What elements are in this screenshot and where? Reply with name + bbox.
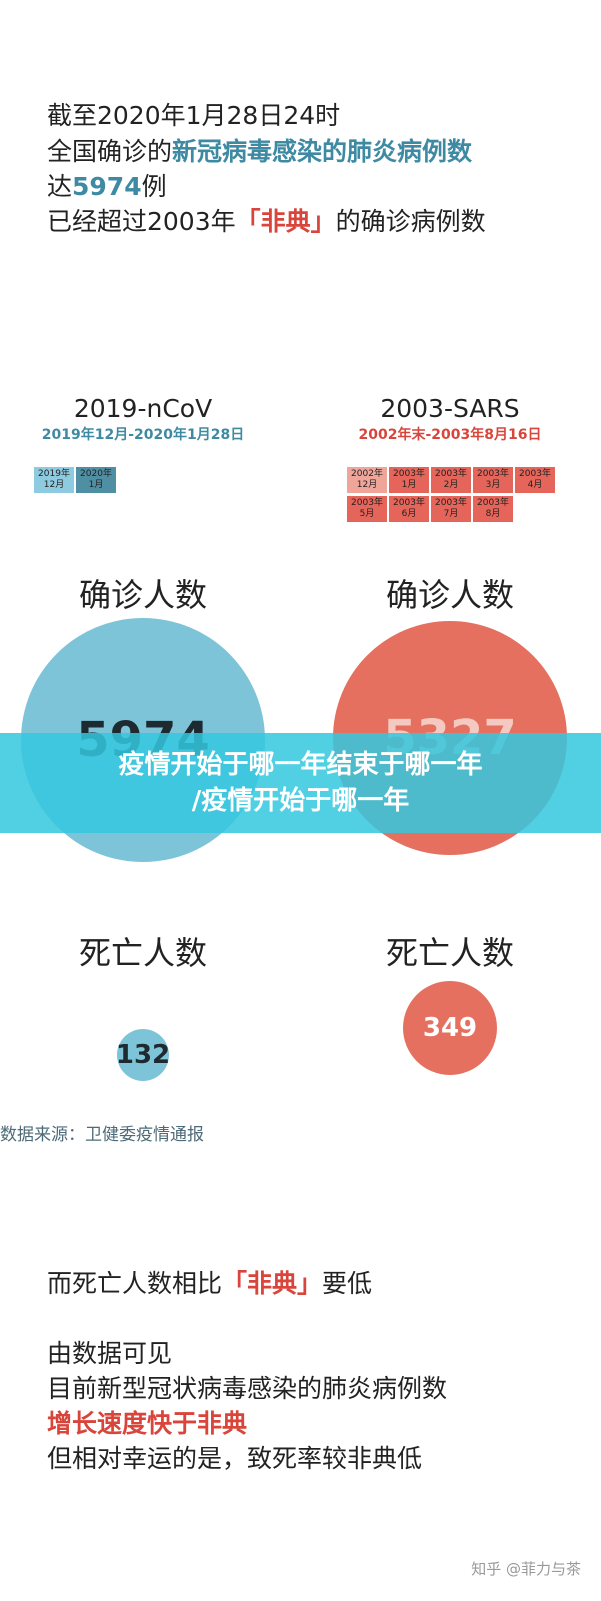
month-box: 2003年 3月 (472, 466, 514, 494)
column-title: 2019-nCoV (73, 394, 213, 423)
month-name: 5月 (359, 509, 375, 519)
intro-line: 全国确诊的新冠病毒感染的肺炎病例数 (47, 132, 472, 168)
month-year: 2019年 (38, 469, 70, 479)
deaths-label: 死亡人数 (78, 934, 208, 972)
conclusion-line: 增长速度快于非典 (47, 1409, 248, 1438)
confirmed-label: 确诊人数 (385, 576, 515, 614)
intro-line: 已经超过2003年「非典」的确诊病例数 (47, 202, 486, 238)
month-box: 2003年 6月 (388, 495, 430, 523)
conclusion-line: 由数据可见 (47, 1339, 173, 1368)
highlight: 5974 (72, 172, 142, 201)
banner-line: 疫情开始于哪一年结束于哪一年 (118, 750, 483, 780)
month-box: 2002年 12月 (346, 466, 388, 494)
month-box: 2003年 1月 (388, 466, 430, 494)
month-year: 2002年 (351, 469, 383, 479)
month-year: 2003年 (393, 498, 425, 508)
month-name: 8月 (485, 509, 501, 519)
month-name: 6月 (401, 509, 417, 519)
month-name: 1月 (88, 480, 104, 490)
deaths-circle: 132 (116, 1029, 170, 1081)
conclusion-line: 而死亡人数相比「非典」要低 (47, 1264, 372, 1300)
text: 的确诊病例数 (335, 207, 486, 236)
month-name: 4月 (527, 480, 543, 490)
month-year: 2003年 (519, 469, 551, 479)
banner-line: /疫情开始于哪一年 (191, 786, 410, 816)
text: 已经超过2003年 (47, 207, 236, 236)
banner: 疫情开始于哪一年结束于哪一年 /疫情开始于哪一年 (0, 733, 601, 833)
period: 2019年12月-2020年1月28日 (41, 427, 245, 443)
month-name: 7月 (443, 509, 459, 519)
month-box: 2003年 5月 (346, 495, 388, 523)
month-year: 2020年 (80, 469, 112, 479)
month-name: 1月 (401, 480, 417, 490)
watermark: 知乎 @菲力与茶 (471, 1560, 581, 1578)
conclusion-line: 但相对幸运的是，致死率较非典低 (47, 1444, 423, 1473)
month-box: 2003年 8月 (472, 495, 514, 523)
month-name: 3月 (485, 480, 501, 490)
month-box: 2020年 1月 (75, 466, 117, 494)
highlight: 「非典」 (235, 207, 336, 236)
month-year: 2003年 (351, 498, 383, 508)
month-box: 2003年 2月 (430, 466, 472, 494)
month-name: 12月 (356, 480, 378, 490)
text: 例 (141, 172, 167, 201)
month-box: 2019年 12月 (33, 466, 75, 494)
text: 而死亡人数相比 (47, 1269, 223, 1298)
conclusion-line: 目前新型冠状病毒感染的肺炎病例数 (47, 1374, 448, 1403)
month-box: 2003年 7月 (430, 495, 472, 523)
text: 达 (47, 172, 73, 201)
month-name: 12月 (43, 480, 65, 490)
month-year: 2003年 (435, 498, 467, 508)
month-name: 2月 (443, 480, 459, 490)
text: 要低 (322, 1269, 373, 1298)
deaths-label: 死亡人数 (385, 934, 515, 972)
column-title: 2003-SARS (380, 394, 520, 423)
month-year: 2003年 (477, 498, 509, 508)
month-box: 2003年 4月 (514, 466, 556, 494)
month-year: 2003年 (477, 469, 509, 479)
confirmed-label: 确诊人数 (78, 576, 208, 614)
period: 2002年末-2003年8月16日 (358, 427, 542, 443)
intro-line: 截至2020年1月28日24时 (47, 101, 341, 130)
highlight: 「非典」 (222, 1269, 323, 1298)
deaths-circle: 349 (403, 981, 497, 1075)
month-year: 2003年 (435, 469, 467, 479)
intro-line: 达5974例 (47, 167, 167, 203)
source: 数据来源：卫健委疫情通报 (0, 1125, 204, 1145)
month-year: 2003年 (393, 469, 425, 479)
highlight: 新冠病毒感染的肺炎病例数 (172, 137, 473, 166)
text: 全国确诊的 (47, 137, 173, 166)
